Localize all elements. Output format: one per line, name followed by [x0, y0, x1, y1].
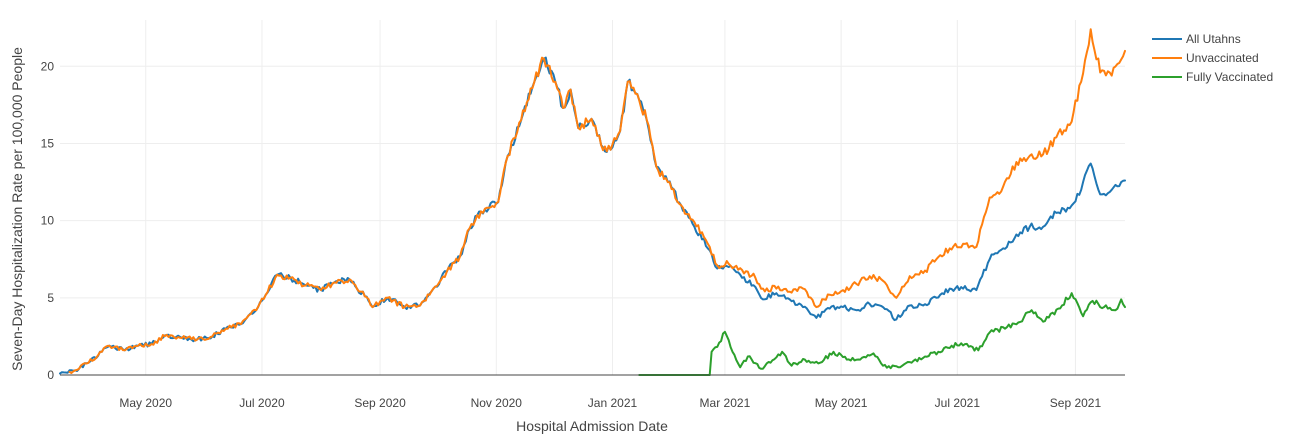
series-line-all-utahns — [59, 56, 1126, 375]
series-line-unvaccinated — [68, 28, 1126, 374]
axis-layer: May 2020 Jul 2020 Sep 2020 Nov 2020 Jan 2021… — [41, 59, 1125, 410]
x-tick-label: Jan 2021 — [588, 396, 638, 410]
y-tick-label: 0 — [47, 368, 54, 382]
series-layer — [59, 28, 1126, 376]
y-tick-label: 10 — [41, 214, 55, 228]
x-tick-label: Mar 2021 — [700, 396, 751, 410]
y-tick-label: 20 — [41, 59, 55, 73]
series-line-fully-vaccinated — [638, 292, 1126, 376]
x-tick-label: Jul 2020 — [239, 396, 285, 410]
x-tick-label: Nov 2020 — [471, 396, 523, 410]
legend[interactable]: All Utahns Unvaccinated Fully Vaccinated — [1152, 32, 1273, 84]
x-tick-label: Sep 2020 — [354, 396, 406, 410]
y-tick-label: 15 — [41, 136, 55, 150]
x-axis-title: Hospital Admission Date — [516, 418, 668, 434]
legend-item-fully-vaccinated[interactable]: Fully Vaccinated — [1152, 70, 1273, 84]
legend-item-unvaccinated[interactable]: Unvaccinated — [1152, 51, 1259, 65]
x-tick-label: May 2021 — [815, 396, 868, 410]
x-tick-label: Sep 2021 — [1050, 396, 1102, 410]
y-axis-title: Seven-Day Hospitalization Rate per 100,0… — [9, 47, 25, 371]
x-tick-label: Jul 2021 — [935, 396, 981, 410]
y-tick-label: 5 — [47, 291, 54, 305]
legend-item-all-utahns[interactable]: All Utahns — [1152, 32, 1241, 46]
x-tick-label: May 2020 — [119, 396, 172, 410]
legend-label: All Utahns — [1186, 32, 1241, 46]
grid-layer — [60, 20, 1125, 375]
legend-label: Fully Vaccinated — [1186, 70, 1273, 84]
legend-label: Unvaccinated — [1186, 51, 1259, 65]
